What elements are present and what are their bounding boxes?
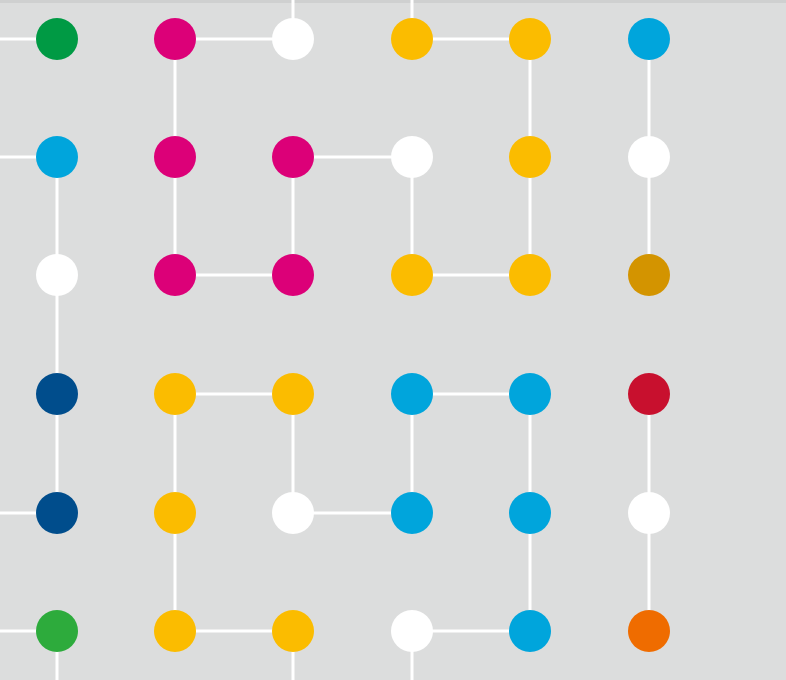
dot bbox=[36, 254, 78, 296]
dot bbox=[628, 18, 670, 60]
dot bbox=[628, 254, 670, 296]
dot bbox=[36, 18, 78, 60]
dot bbox=[36, 610, 78, 652]
dot bbox=[272, 136, 314, 178]
dot bbox=[154, 373, 196, 415]
dot bbox=[154, 610, 196, 652]
dot bbox=[509, 254, 551, 296]
dot bbox=[509, 373, 551, 415]
dot bbox=[628, 136, 670, 178]
dot bbox=[391, 610, 433, 652]
dot bbox=[509, 610, 551, 652]
dot bbox=[628, 610, 670, 652]
dot bbox=[272, 492, 314, 534]
dot bbox=[509, 492, 551, 534]
dot bbox=[154, 136, 196, 178]
dot bbox=[154, 254, 196, 296]
dot bbox=[509, 18, 551, 60]
dot bbox=[272, 610, 314, 652]
dot bbox=[391, 373, 433, 415]
dot bbox=[509, 136, 551, 178]
dot bbox=[391, 254, 433, 296]
dot bbox=[154, 18, 196, 60]
dot bbox=[391, 492, 433, 534]
dot bbox=[391, 18, 433, 60]
dot bbox=[36, 136, 78, 178]
dot bbox=[391, 136, 433, 178]
dot bbox=[628, 373, 670, 415]
dot bbox=[272, 373, 314, 415]
dot bbox=[628, 492, 670, 534]
dot bbox=[36, 492, 78, 534]
dot bbox=[36, 373, 78, 415]
dots bbox=[36, 18, 670, 652]
dot bbox=[272, 254, 314, 296]
top-edge bbox=[0, 0, 786, 3]
dot bbox=[272, 18, 314, 60]
dot bbox=[154, 492, 196, 534]
